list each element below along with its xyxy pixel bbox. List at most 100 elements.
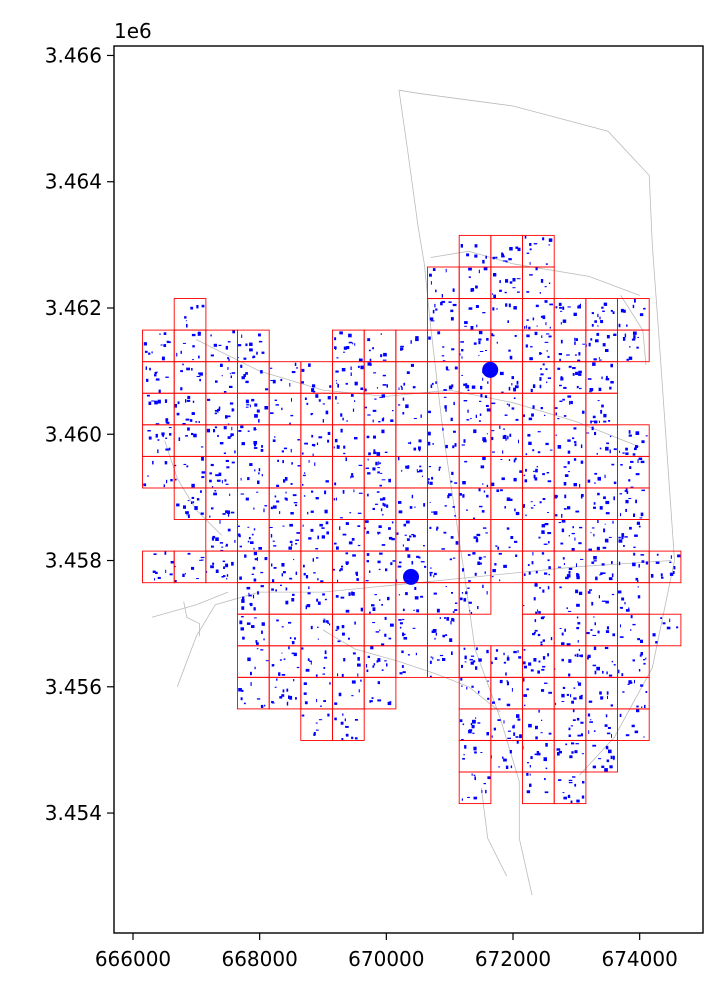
building-footprint bbox=[618, 669, 620, 674]
building-footprint bbox=[323, 700, 326, 702]
building-footprint bbox=[272, 540, 275, 542]
building-footprint bbox=[572, 373, 575, 376]
building-footprint bbox=[227, 367, 229, 370]
building-footprint bbox=[574, 443, 577, 447]
building-footprint bbox=[402, 618, 405, 621]
building-footprint bbox=[352, 554, 356, 557]
building-footprint bbox=[253, 441, 258, 445]
building-footprint bbox=[284, 477, 288, 481]
building-footprint bbox=[149, 367, 151, 371]
building-footprint bbox=[311, 388, 315, 392]
building-footprint bbox=[335, 629, 338, 631]
building-footprint bbox=[548, 335, 552, 338]
building-footprint bbox=[373, 451, 377, 455]
building-footprint bbox=[398, 510, 403, 514]
building-footprint bbox=[594, 622, 596, 626]
building-footprint bbox=[366, 560, 369, 563]
building-footprint bbox=[506, 703, 511, 707]
building-footprint bbox=[461, 685, 463, 687]
building-footprint bbox=[528, 662, 532, 666]
building-footprint bbox=[380, 354, 383, 358]
building-footprint bbox=[635, 577, 639, 581]
building-footprint bbox=[463, 383, 466, 386]
building-footprint bbox=[390, 562, 393, 566]
building-footprint bbox=[211, 486, 214, 488]
building-footprint bbox=[558, 302, 562, 307]
building-footprint bbox=[639, 654, 642, 657]
building-footprint bbox=[368, 349, 371, 352]
building-footprint bbox=[445, 366, 449, 370]
building-footprint bbox=[323, 618, 326, 620]
building-footprint bbox=[483, 490, 486, 493]
building-footprint bbox=[475, 285, 478, 289]
road-path bbox=[176, 560, 672, 687]
building-footprint bbox=[598, 357, 600, 359]
building-footprint bbox=[388, 478, 391, 483]
building-footprint bbox=[485, 350, 487, 351]
building-footprint bbox=[272, 579, 275, 583]
building-footprint bbox=[576, 576, 580, 580]
building-footprint bbox=[377, 560, 381, 564]
grid-cell bbox=[617, 708, 650, 741]
building-footprint bbox=[605, 349, 609, 352]
building-footprint bbox=[159, 333, 161, 335]
building-footprint bbox=[433, 592, 437, 595]
building-footprint bbox=[381, 429, 385, 434]
building-footprint bbox=[525, 514, 527, 517]
building-footprint bbox=[645, 691, 648, 693]
building-footprint bbox=[594, 320, 597, 323]
building-footprint bbox=[253, 528, 256, 531]
building-footprint bbox=[500, 459, 503, 460]
building-footprint bbox=[291, 543, 293, 546]
building-footprint bbox=[533, 474, 536, 479]
building-footprint bbox=[577, 640, 579, 643]
building-footprint bbox=[548, 732, 552, 735]
building-footprint bbox=[350, 372, 352, 376]
building-footprint bbox=[608, 674, 613, 677]
building-footprint bbox=[589, 721, 593, 723]
building-footprint bbox=[329, 682, 331, 685]
building-footprint bbox=[371, 697, 374, 699]
building-footprint bbox=[554, 407, 558, 409]
building-footprint bbox=[596, 332, 600, 336]
building-footprint bbox=[505, 303, 508, 307]
building-footprint bbox=[348, 592, 351, 596]
building-footprint bbox=[483, 527, 487, 529]
building-footprint bbox=[534, 477, 538, 481]
building-footprint bbox=[434, 637, 436, 640]
building-footprint bbox=[227, 513, 230, 517]
building-footprint bbox=[306, 604, 311, 608]
building-footprint bbox=[227, 415, 231, 418]
building-footprint bbox=[201, 304, 205, 308]
building-footprint bbox=[621, 536, 624, 540]
building-footprint bbox=[214, 412, 217, 415]
building-footprint bbox=[630, 486, 634, 488]
y-offset-label: 1e6 bbox=[114, 19, 152, 43]
building-footprint bbox=[351, 680, 356, 684]
building-footprint bbox=[544, 682, 548, 684]
building-footprint bbox=[662, 622, 666, 625]
building-footprint bbox=[186, 465, 189, 468]
building-footprint bbox=[249, 594, 252, 597]
building-footprint bbox=[435, 381, 437, 384]
building-footprint bbox=[479, 351, 484, 352]
building-footprint bbox=[152, 570, 156, 573]
building-footprint bbox=[168, 447, 171, 451]
building-footprint bbox=[487, 680, 489, 682]
building-footprint bbox=[291, 462, 293, 465]
building-footprint bbox=[476, 537, 478, 540]
building-footprint bbox=[341, 625, 345, 629]
grid-cell bbox=[363, 676, 397, 710]
building-footprint bbox=[420, 595, 424, 598]
building-footprint bbox=[198, 372, 201, 375]
building-footprint bbox=[576, 627, 580, 630]
building-footprint bbox=[631, 724, 635, 728]
building-footprint bbox=[463, 647, 466, 650]
building-footprint bbox=[568, 779, 573, 782]
building-footprint bbox=[398, 501, 402, 504]
building-footprint bbox=[601, 572, 606, 574]
building-footprint bbox=[528, 441, 532, 445]
building-footprint bbox=[405, 404, 409, 409]
building-footprint bbox=[198, 421, 200, 423]
building-footprint bbox=[491, 436, 494, 441]
